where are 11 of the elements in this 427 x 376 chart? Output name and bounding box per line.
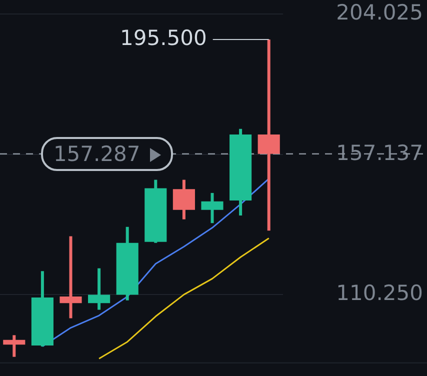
ref-line-label: 157.287: [53, 142, 140, 166]
candlestick: [201, 192, 224, 224]
candlestick: [3, 335, 26, 357]
y-tick-label: 204.025: [336, 0, 423, 24]
candlestick: [258, 40, 280, 231]
candlestick: [60, 236, 82, 318]
annotation: 195.500: [120, 26, 207, 50]
y-tick-label: 157.137: [336, 140, 423, 165]
candlestick: [172, 180, 195, 220]
candlestick: [88, 268, 110, 310]
y-tick-label: 110.250: [336, 281, 423, 306]
